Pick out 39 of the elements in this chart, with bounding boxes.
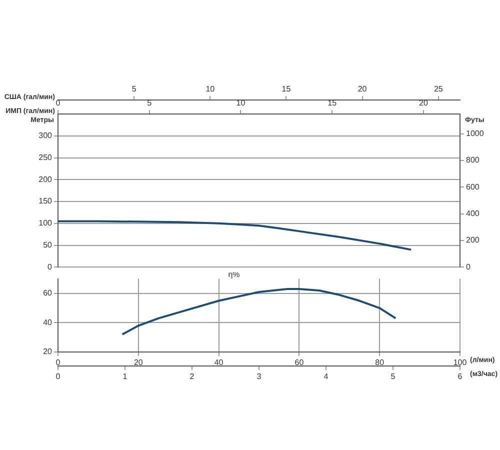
x2-tick-label: 5 [390, 372, 396, 382]
y-tick-label: 250 [38, 152, 53, 162]
x2-tick-label: 2 [190, 372, 195, 382]
y-tick-label: 150 [38, 196, 53, 206]
y-tick-label: 300 [38, 131, 53, 140]
x2-tick-label: 5 [147, 98, 152, 108]
x-tick-label: 5 [132, 84, 137, 94]
y2-tick-label: 800 [466, 156, 480, 165]
x-tick-label: 100 [453, 358, 468, 368]
x-tick-label: 25 [434, 84, 444, 94]
x2-tick-label: 0 [56, 98, 61, 108]
x2-tick-label: 20 [419, 98, 428, 108]
y2-tick-label: 0 [466, 262, 471, 272]
x-tick-label: 80 [375, 358, 385, 368]
y-tick-label: 0 [48, 262, 53, 272]
x2-tick-label: 15 [328, 98, 338, 108]
y2-tick-label: 200 [466, 236, 480, 245]
y2-tick-label: 1000 [466, 128, 484, 138]
x2-tick-label: 10 [236, 98, 246, 108]
x2-tick-label: 3 [256, 372, 262, 382]
x2-tick-label: 6 [458, 372, 463, 382]
x-tick-label: 10 [206, 84, 216, 94]
x-tick-label: 20 [358, 84, 368, 94]
y-tick-label: 40 [43, 318, 53, 327]
y-tick-label: 20 [43, 347, 53, 356]
y2-tick-label: 600 [466, 182, 480, 192]
y2-tick-label: 400 [466, 209, 480, 218]
y-tick-label: 200 [38, 174, 53, 184]
x-tick-label: 60 [294, 358, 304, 368]
y-tick-label: 60 [43, 288, 53, 298]
x-tick-label: 15 [282, 84, 292, 94]
x-tick-label: 0 [56, 358, 61, 368]
x-tick-label: 20 [134, 358, 144, 368]
x-tick-label: 40 [214, 358, 224, 368]
x2-tick-label: 1 [122, 372, 128, 382]
x2-tick-label: 0 [56, 372, 61, 382]
x2-tick-label: 4 [324, 372, 329, 382]
y-tick-label: 100 [38, 218, 53, 228]
y-tick-label: 50 [43, 240, 53, 250]
